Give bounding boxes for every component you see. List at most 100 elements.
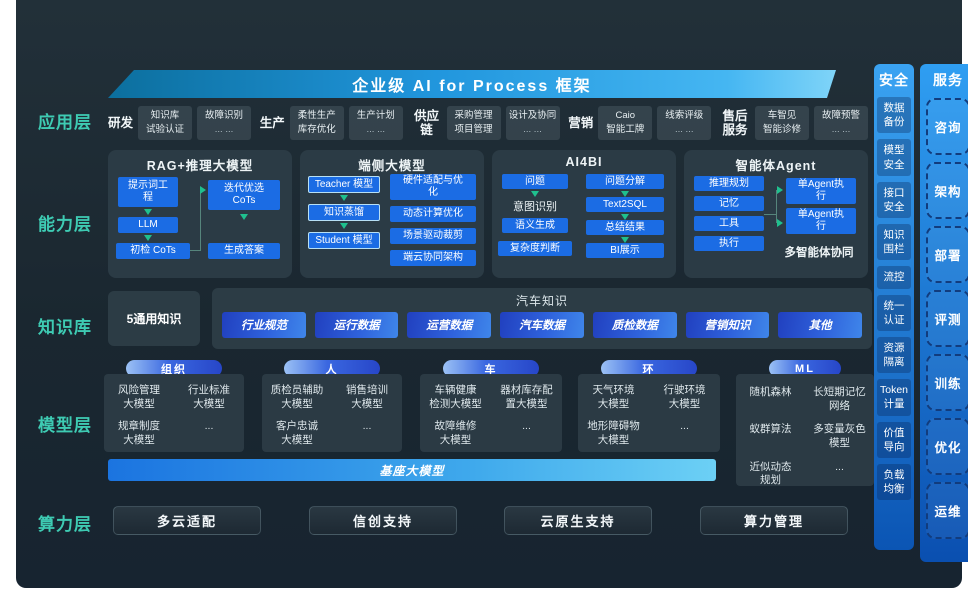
app-item: 车智见 智能诊修: [754, 106, 809, 140]
app-group-supply-chain: 供应链 采购管理 项目管理 设计及协同 ... ...: [412, 106, 560, 140]
arrow-down-icon: [144, 209, 152, 215]
service-item: 部署: [926, 226, 968, 283]
ai4bi-complexity-box: 复杂度判断: [498, 241, 572, 256]
model-cell: ...: [204, 420, 214, 433]
card-title: 端侧大模型: [358, 159, 426, 173]
app-item: 故障预警 ... ...: [813, 106, 868, 140]
rag-iterate-cots-box: 迭代优选 CoTs: [208, 180, 280, 210]
rag-llm-box: LLM: [118, 217, 178, 233]
model-pill-organization: 组织: [126, 360, 222, 377]
edge-right-box: 硬件适配与优化: [390, 174, 476, 200]
layer-label-compute: 算力层: [38, 515, 92, 534]
security-column: 安全 数据 备份 模型 安全 接口 安全 知识 围栏 流控 统一 认证 资源 隔离 Toke…: [874, 64, 914, 550]
ai4bi-bi-display-box: BI展示: [586, 243, 664, 258]
model-cell: 行驶环境 大模型: [663, 384, 706, 410]
app-item-line: 智能诊修: [762, 124, 801, 135]
agent-left-box: 记忆: [694, 196, 764, 211]
kb-tag: 行业规范: [222, 312, 306, 338]
agent-left-box: 执行: [694, 236, 764, 251]
model-cell: 规章制度 大模型: [118, 420, 160, 446]
compute-item-xinchuang: 信创支持: [309, 506, 457, 535]
kb-tag: 其他: [778, 312, 863, 338]
services-column-title: 服务: [933, 72, 963, 88]
app-item-line: ... ...: [523, 124, 542, 135]
kb-tag: 汽车数据: [500, 312, 584, 338]
kb-tag: 运行数据: [314, 312, 399, 338]
layer-label-model: 模型层: [38, 416, 92, 435]
ai4bi-summary-box: 总结结果: [586, 220, 664, 235]
app-group-marketing: 营销 Caio 智能工牌 线索评级 ... ...: [568, 106, 712, 140]
service-item: 评测: [926, 290, 968, 347]
arrow-down-icon: [621, 214, 629, 220]
app-item: 柔性生产 库存优化: [289, 106, 344, 140]
app-group-label: 供应链: [413, 108, 439, 137]
model-pill-ml: ML: [769, 360, 841, 377]
connector-line: [200, 190, 201, 251]
app-item-line: 知识库: [150, 110, 180, 122]
kb-tag: 质检数据: [592, 312, 677, 338]
app-group-rd: 研发 知识库 试验认证 故障识别 ... ...: [108, 106, 252, 140]
service-item: 架构: [926, 162, 968, 219]
model-cell: 风险管理 大模型: [118, 384, 160, 410]
app-item: 生产计划 ... ...: [348, 106, 403, 140]
app-group-label: 研发: [108, 115, 134, 130]
model-cell: 器材库存配 置大模型: [500, 384, 553, 410]
arrow-right-icon: [777, 219, 783, 227]
model-cell: 天气环境 大模型: [592, 384, 635, 410]
connector-line: [190, 250, 200, 251]
card-title: AI4BI: [565, 155, 603, 169]
model-cell: 近似动态 规划: [749, 460, 792, 487]
arrow-down-icon: [531, 191, 539, 197]
app-group-after-sales: 售后服务 车智见 智能诊修 故障预警 ... ...: [720, 106, 868, 140]
ai4bi-decompose-box: 问题分解: [586, 174, 664, 189]
arrow-down-icon: [621, 191, 629, 197]
app-group-production: 生产 柔性生产 库存优化 生产计划 ... ...: [260, 106, 403, 140]
capability-card-agent: 智能体Agent 推理规划 记忆 工具 执行 单Agent执行 单Agent执行…: [684, 150, 868, 278]
model-cell: 地形障碍物 大模型: [587, 420, 640, 446]
arrow-down-icon: [340, 223, 348, 229]
compute-item-multicloud: 多云适配: [113, 506, 261, 535]
security-item: 价值 导向: [877, 421, 911, 458]
compute-item-management: 算力管理: [700, 506, 848, 535]
agent-single-exec-box: 单Agent执行: [786, 178, 856, 204]
framework-title-banner: 企业级 AI for Process 框架: [108, 70, 836, 98]
app-item-line: Caio: [615, 110, 636, 122]
kb-auto-title: 汽车知识: [515, 294, 568, 308]
model-group-people: 质检员辅助 大模型 销售培训 大模型 客户忠诚 大模型 ...: [262, 374, 402, 452]
framework-title: 企业级 AI for Process 框架: [352, 78, 592, 95]
app-item-line: 设计及协同: [508, 110, 557, 122]
app-item: 故障识别 ... ...: [197, 106, 252, 140]
agent-left-box: 推理规划: [694, 176, 764, 191]
app-item-line: ... ...: [831, 124, 851, 135]
arrow-down-icon: [144, 235, 152, 241]
model-cell: 蚁群算法: [749, 423, 792, 436]
app-item: Caio 智能工牌: [598, 106, 653, 140]
arrow-down-icon: [240, 214, 248, 220]
model-pill-vehicle: 车: [443, 360, 539, 377]
app-item-line: ... ...: [675, 124, 694, 135]
app-item-line: 库存优化: [297, 124, 336, 135]
connector-line: [764, 214, 776, 215]
app-item-line: 项目管理: [454, 124, 493, 135]
app-item-line: 柔性生产: [297, 110, 336, 122]
model-cell: 随机森林: [749, 386, 792, 398]
agent-single-exec-box: 单Agent执行: [786, 208, 856, 234]
security-item: 负载 均衡: [877, 463, 911, 501]
card-title: 智能体Agent: [735, 159, 817, 173]
model-pill-people: 人: [284, 360, 380, 377]
security-item: 知识 围栏: [877, 224, 911, 261]
edge-distill-box: 知识蒸馏: [308, 204, 380, 221]
app-item-line: ... ...: [214, 124, 234, 135]
security-item: 资源 隔离: [877, 336, 911, 374]
arrow-down-icon: [621, 237, 629, 243]
security-item: Token 计量: [877, 379, 911, 416]
diagram-board: 企业级 AI for Process 框架 应用层 能力层 知识库 模型层 算力…: [16, 0, 968, 588]
model-cell: ...: [835, 460, 844, 473]
rag-prompt-box: 提示词工程: [118, 177, 178, 207]
app-item-line: ... ...: [366, 124, 385, 135]
edge-right-box: 场景驱动裁剪: [390, 228, 476, 244]
capability-card-rag: RAG+推理大模型 提示词工程 LLM 初检 CoTs 迭代优选 CoTs 生成…: [108, 150, 292, 278]
kb-tag: 运营数据: [407, 312, 492, 338]
layer-label-knowledge: 知识库: [38, 318, 92, 337]
rag-initial-cots-box: 初检 CoTs: [116, 243, 190, 259]
